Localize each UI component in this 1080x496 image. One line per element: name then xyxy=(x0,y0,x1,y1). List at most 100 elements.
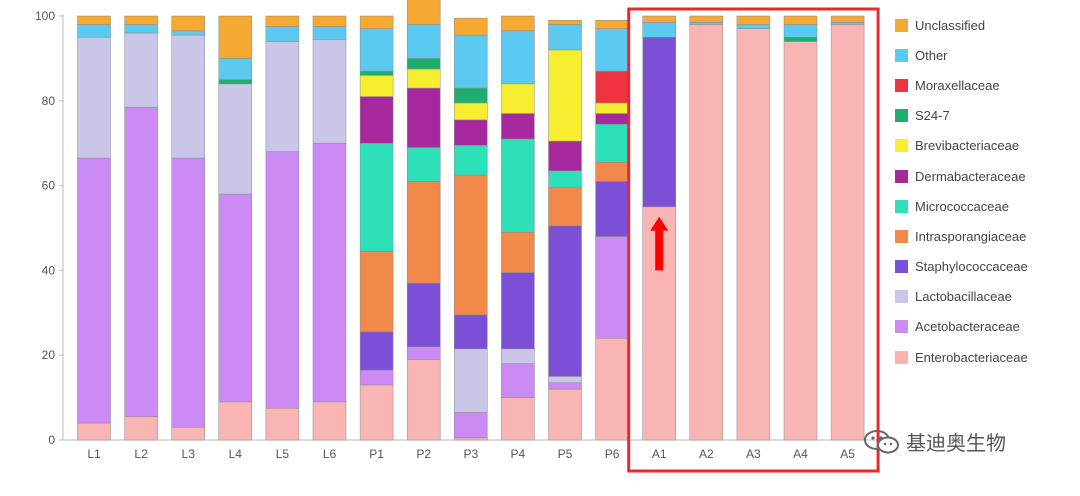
bar-segment xyxy=(595,123,629,163)
bar-segment xyxy=(454,412,488,439)
legend-swatch xyxy=(895,139,908,153)
legend-label: Moraxellaceae xyxy=(915,77,1000,93)
bar-segment xyxy=(406,147,441,182)
bar-segment xyxy=(595,181,629,237)
legend-label: Micrococcaceae xyxy=(915,198,1009,214)
bar-segment xyxy=(218,193,253,403)
bar-segment xyxy=(454,17,488,36)
bar-segment xyxy=(265,151,300,409)
legend-item: Enterobacteriaceae xyxy=(895,342,1080,372)
legend-item: Dermabacteraceae xyxy=(895,161,1080,191)
bar-segment xyxy=(171,30,205,36)
bar-segment xyxy=(501,231,535,273)
legend-item: Acetobacteraceae xyxy=(895,312,1080,342)
bar-segment xyxy=(359,142,394,252)
legend-label: Enterobacteriaceae xyxy=(915,349,1028,365)
legend-label: Unclassified xyxy=(915,17,986,33)
bar-segment xyxy=(454,145,488,176)
bar-segment xyxy=(501,272,535,350)
bar-segment xyxy=(548,170,582,188)
bar-segment xyxy=(736,15,771,25)
bar-segment xyxy=(548,388,582,441)
legend-label: S24-7 xyxy=(915,108,950,124)
bar-segment xyxy=(689,22,724,25)
watermark: 基迪奥生物 xyxy=(862,427,1006,456)
bar-segment xyxy=(830,24,865,441)
bar-segment xyxy=(312,401,347,441)
legend-label: Other xyxy=(915,47,948,63)
legend-swatch xyxy=(895,350,908,364)
legend-label: Acetobacteraceae xyxy=(915,319,1020,335)
bar-segment xyxy=(171,157,205,428)
bar-segment xyxy=(265,15,300,27)
bar-segment xyxy=(548,382,582,390)
y-tick-label: 100 xyxy=(35,9,55,23)
legend-swatch xyxy=(895,18,908,32)
bar-segment xyxy=(77,15,111,25)
bar-segment xyxy=(312,15,347,27)
bar-segment xyxy=(406,282,441,347)
x-tick-label: A2 xyxy=(699,447,714,461)
bar-segment xyxy=(548,187,582,227)
legend-label: Staphylococcaceae xyxy=(915,259,1028,275)
bar-segment xyxy=(783,41,818,441)
bar-segment xyxy=(77,36,111,159)
bar-segment xyxy=(124,24,158,34)
bar-segment xyxy=(642,15,676,23)
legend-item: Other xyxy=(895,40,1080,70)
bar-segment xyxy=(171,15,205,32)
bar-segment xyxy=(406,24,441,59)
x-tick-label: P6 xyxy=(605,447,620,461)
legend-item: Intrasporangiaceae xyxy=(895,221,1080,251)
bar-segment xyxy=(171,34,205,159)
bar-segment xyxy=(406,346,441,360)
legend-item: Lactobacillaceae xyxy=(895,282,1080,312)
bar-segment xyxy=(454,174,488,316)
bar-segment xyxy=(595,236,629,339)
x-tick-label: A4 xyxy=(793,447,808,461)
bar-segment xyxy=(77,157,111,424)
bar-segment xyxy=(595,70,629,104)
highlight-box xyxy=(627,7,880,473)
bar-segment xyxy=(406,0,441,25)
x-tick-label: P1 xyxy=(369,447,384,461)
bar-segment xyxy=(830,22,865,25)
red-arrow-annotation xyxy=(650,216,669,271)
legend-swatch xyxy=(895,109,908,123)
bar-segment xyxy=(736,28,771,441)
bar-segment xyxy=(171,427,205,441)
x-tick-label: L5 xyxy=(276,447,290,461)
legend-swatch xyxy=(895,320,908,334)
bar-segment xyxy=(406,181,441,284)
bar-segment xyxy=(359,384,394,441)
legend-item: S24-7 xyxy=(895,101,1080,131)
bar-segment xyxy=(359,331,394,371)
bar-segment xyxy=(406,359,441,441)
bar-segment xyxy=(595,28,629,72)
bar-segment xyxy=(642,36,676,208)
legend-swatch xyxy=(895,48,908,62)
bar-segment xyxy=(689,15,724,23)
bar-segment xyxy=(501,15,535,32)
bar-segment xyxy=(454,348,488,413)
bar-segment xyxy=(265,26,300,42)
bar-segment xyxy=(265,407,300,441)
bar-segment xyxy=(595,337,629,441)
y-tick-label: 20 xyxy=(42,348,56,362)
bar-segment xyxy=(595,162,629,182)
bar-segment xyxy=(454,314,488,350)
bar-segment xyxy=(454,437,488,441)
bar-segment xyxy=(830,15,865,23)
bar-segment xyxy=(501,30,535,85)
bar-segment xyxy=(736,24,771,29)
legend-item: Unclassified xyxy=(895,10,1080,40)
bar-segment xyxy=(548,225,582,377)
wechat-icon xyxy=(864,429,899,453)
bar-segment xyxy=(548,19,582,25)
bar-segment xyxy=(312,26,347,40)
bar-segment xyxy=(501,363,535,398)
x-tick-label: A3 xyxy=(746,447,761,461)
legend-label: Brevibacteriaceae xyxy=(915,138,1020,154)
x-tick-label: L6 xyxy=(323,447,337,461)
bar-segment xyxy=(406,87,441,148)
